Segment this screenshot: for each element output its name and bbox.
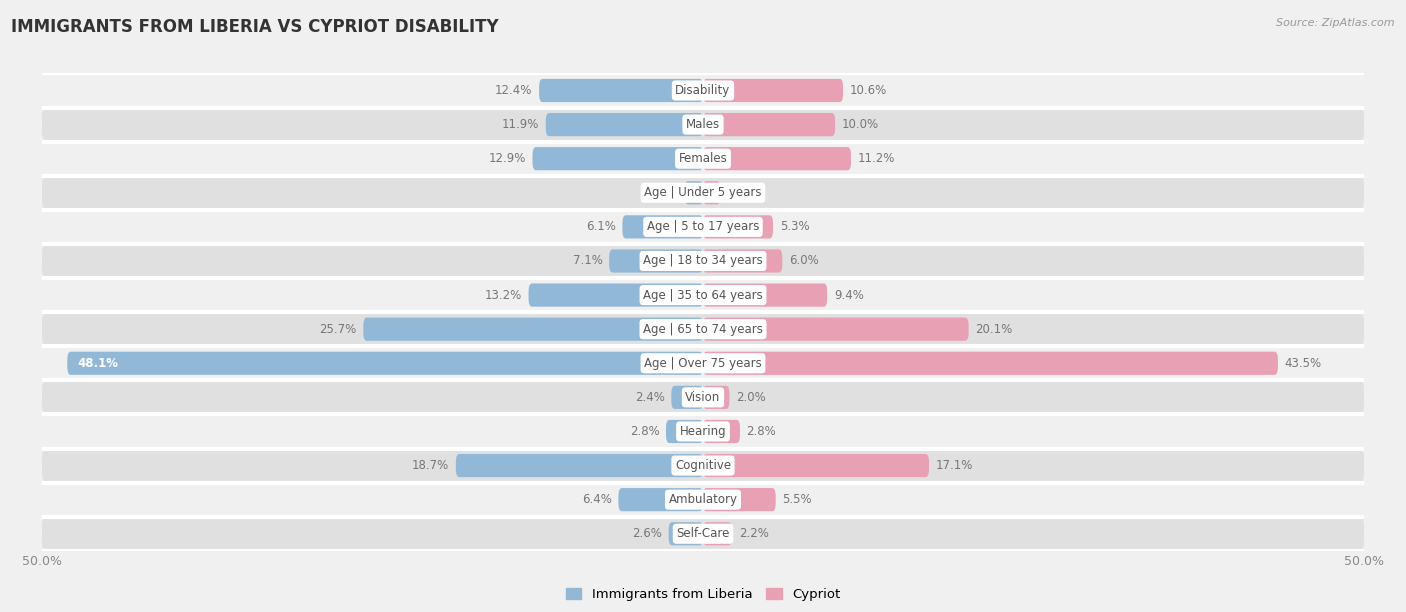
Text: 7.1%: 7.1% [572, 255, 603, 267]
Text: 48.1%: 48.1% [77, 357, 120, 370]
FancyBboxPatch shape [42, 346, 1364, 381]
FancyBboxPatch shape [456, 454, 703, 477]
Text: 10.0%: 10.0% [842, 118, 879, 131]
Legend: Immigrants from Liberia, Cypriot: Immigrants from Liberia, Cypriot [561, 582, 845, 606]
Text: 10.6%: 10.6% [849, 84, 887, 97]
FancyBboxPatch shape [703, 147, 851, 170]
FancyBboxPatch shape [703, 181, 720, 204]
FancyBboxPatch shape [42, 244, 1364, 278]
FancyBboxPatch shape [703, 79, 844, 102]
FancyBboxPatch shape [703, 318, 969, 341]
Text: 2.6%: 2.6% [633, 528, 662, 540]
Text: Source: ZipAtlas.com: Source: ZipAtlas.com [1277, 18, 1395, 28]
FancyBboxPatch shape [533, 147, 703, 170]
Text: Age | Over 75 years: Age | Over 75 years [644, 357, 762, 370]
FancyBboxPatch shape [703, 283, 827, 307]
Text: 18.7%: 18.7% [412, 459, 450, 472]
Text: 12.9%: 12.9% [488, 152, 526, 165]
Text: 2.0%: 2.0% [737, 391, 766, 404]
FancyBboxPatch shape [609, 249, 703, 272]
FancyBboxPatch shape [42, 312, 1364, 346]
Text: 2.4%: 2.4% [634, 391, 665, 404]
Text: 2.8%: 2.8% [630, 425, 659, 438]
FancyBboxPatch shape [42, 278, 1364, 313]
FancyBboxPatch shape [529, 283, 703, 307]
Text: 13.2%: 13.2% [485, 289, 522, 302]
Text: 11.9%: 11.9% [502, 118, 538, 131]
FancyBboxPatch shape [42, 517, 1364, 551]
FancyBboxPatch shape [42, 107, 1364, 142]
Text: Age | 35 to 64 years: Age | 35 to 64 years [643, 289, 763, 302]
Text: 43.5%: 43.5% [1285, 357, 1322, 370]
FancyBboxPatch shape [703, 488, 776, 511]
FancyBboxPatch shape [671, 386, 703, 409]
FancyBboxPatch shape [685, 181, 703, 204]
FancyBboxPatch shape [42, 482, 1364, 517]
FancyBboxPatch shape [703, 352, 1278, 375]
FancyBboxPatch shape [538, 79, 703, 102]
Text: 1.4%: 1.4% [648, 186, 678, 200]
FancyBboxPatch shape [546, 113, 703, 136]
Text: 6.1%: 6.1% [586, 220, 616, 233]
FancyBboxPatch shape [703, 249, 782, 272]
FancyBboxPatch shape [42, 73, 1364, 108]
Text: Vision: Vision [685, 391, 721, 404]
FancyBboxPatch shape [42, 176, 1364, 210]
FancyBboxPatch shape [703, 522, 733, 545]
FancyBboxPatch shape [42, 380, 1364, 415]
Text: 20.1%: 20.1% [976, 323, 1012, 335]
Text: Age | 65 to 74 years: Age | 65 to 74 years [643, 323, 763, 335]
Text: 1.3%: 1.3% [727, 186, 756, 200]
FancyBboxPatch shape [67, 352, 703, 375]
FancyBboxPatch shape [703, 454, 929, 477]
Text: Age | 18 to 34 years: Age | 18 to 34 years [643, 255, 763, 267]
Text: 9.4%: 9.4% [834, 289, 863, 302]
Text: 2.8%: 2.8% [747, 425, 776, 438]
Text: IMMIGRANTS FROM LIBERIA VS CYPRIOT DISABILITY: IMMIGRANTS FROM LIBERIA VS CYPRIOT DISAB… [11, 18, 499, 36]
FancyBboxPatch shape [623, 215, 703, 239]
Text: Ambulatory: Ambulatory [668, 493, 738, 506]
Text: Cognitive: Cognitive [675, 459, 731, 472]
FancyBboxPatch shape [703, 113, 835, 136]
Text: Disability: Disability [675, 84, 731, 97]
Text: Females: Females [679, 152, 727, 165]
FancyBboxPatch shape [363, 318, 703, 341]
Text: Age | Under 5 years: Age | Under 5 years [644, 186, 762, 200]
FancyBboxPatch shape [703, 215, 773, 239]
Text: Age | 5 to 17 years: Age | 5 to 17 years [647, 220, 759, 233]
Text: 5.3%: 5.3% [780, 220, 810, 233]
Text: 2.2%: 2.2% [738, 528, 769, 540]
Text: 6.0%: 6.0% [789, 255, 818, 267]
Text: 25.7%: 25.7% [319, 323, 357, 335]
Text: 12.4%: 12.4% [495, 84, 533, 97]
Text: 5.5%: 5.5% [782, 493, 811, 506]
Text: 6.4%: 6.4% [582, 493, 612, 506]
FancyBboxPatch shape [666, 420, 703, 443]
FancyBboxPatch shape [42, 414, 1364, 449]
FancyBboxPatch shape [42, 141, 1364, 176]
Text: Males: Males [686, 118, 720, 131]
FancyBboxPatch shape [42, 448, 1364, 483]
Text: Self-Care: Self-Care [676, 528, 730, 540]
FancyBboxPatch shape [42, 209, 1364, 244]
FancyBboxPatch shape [703, 420, 740, 443]
FancyBboxPatch shape [703, 386, 730, 409]
Text: 11.2%: 11.2% [858, 152, 896, 165]
FancyBboxPatch shape [669, 522, 703, 545]
Text: 17.1%: 17.1% [935, 459, 973, 472]
FancyBboxPatch shape [619, 488, 703, 511]
Text: Hearing: Hearing [679, 425, 727, 438]
